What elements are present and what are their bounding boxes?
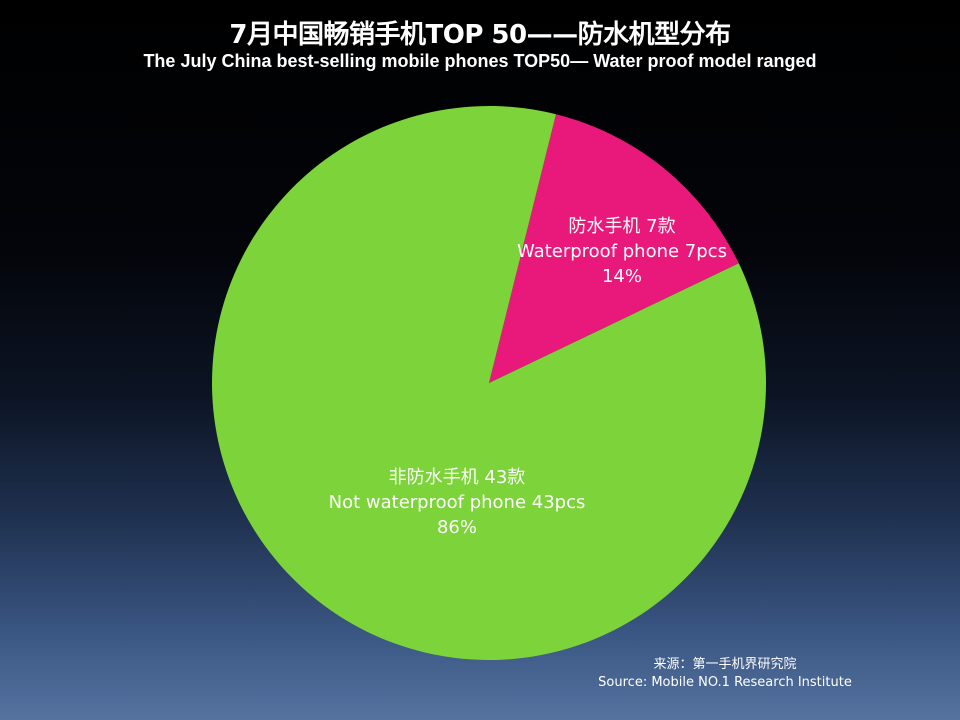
pie-slice-2 [212,106,767,661]
slice-label-zh: 非防水手机 43款 [389,467,526,488]
slice-label-en: Not waterproof phone 43pcs [329,492,586,513]
slice-label-zh: 防水手机 7款 [568,216,675,237]
slice-label-2: 非防水手机 43款 Not waterproof phone 43pcs 86% [329,467,586,538]
source-line-en: Source: Mobile NO.1 Research Institute [598,675,852,690]
slice-percent-label: 14% [602,266,642,287]
pie-slice-1 [489,114,739,383]
slice-label-en: Waterproof phone 7pcs [517,241,727,262]
chart-subtitle: The July China best-selling mobile phone… [143,51,817,71]
slice-percent-label: 86% [437,517,477,538]
source-note: 来源：第一手机界研究院 Source: Mobile NO.1 Research… [560,656,890,692]
slice-label-1: 防水手机 7款 Waterproof phone 7pcs 14% [517,216,727,287]
chart-title: 7月中国畅销手机TOP 50——防水机型分布 [229,20,731,50]
source-line-zh: 来源：第一手机界研究院 [653,657,797,672]
